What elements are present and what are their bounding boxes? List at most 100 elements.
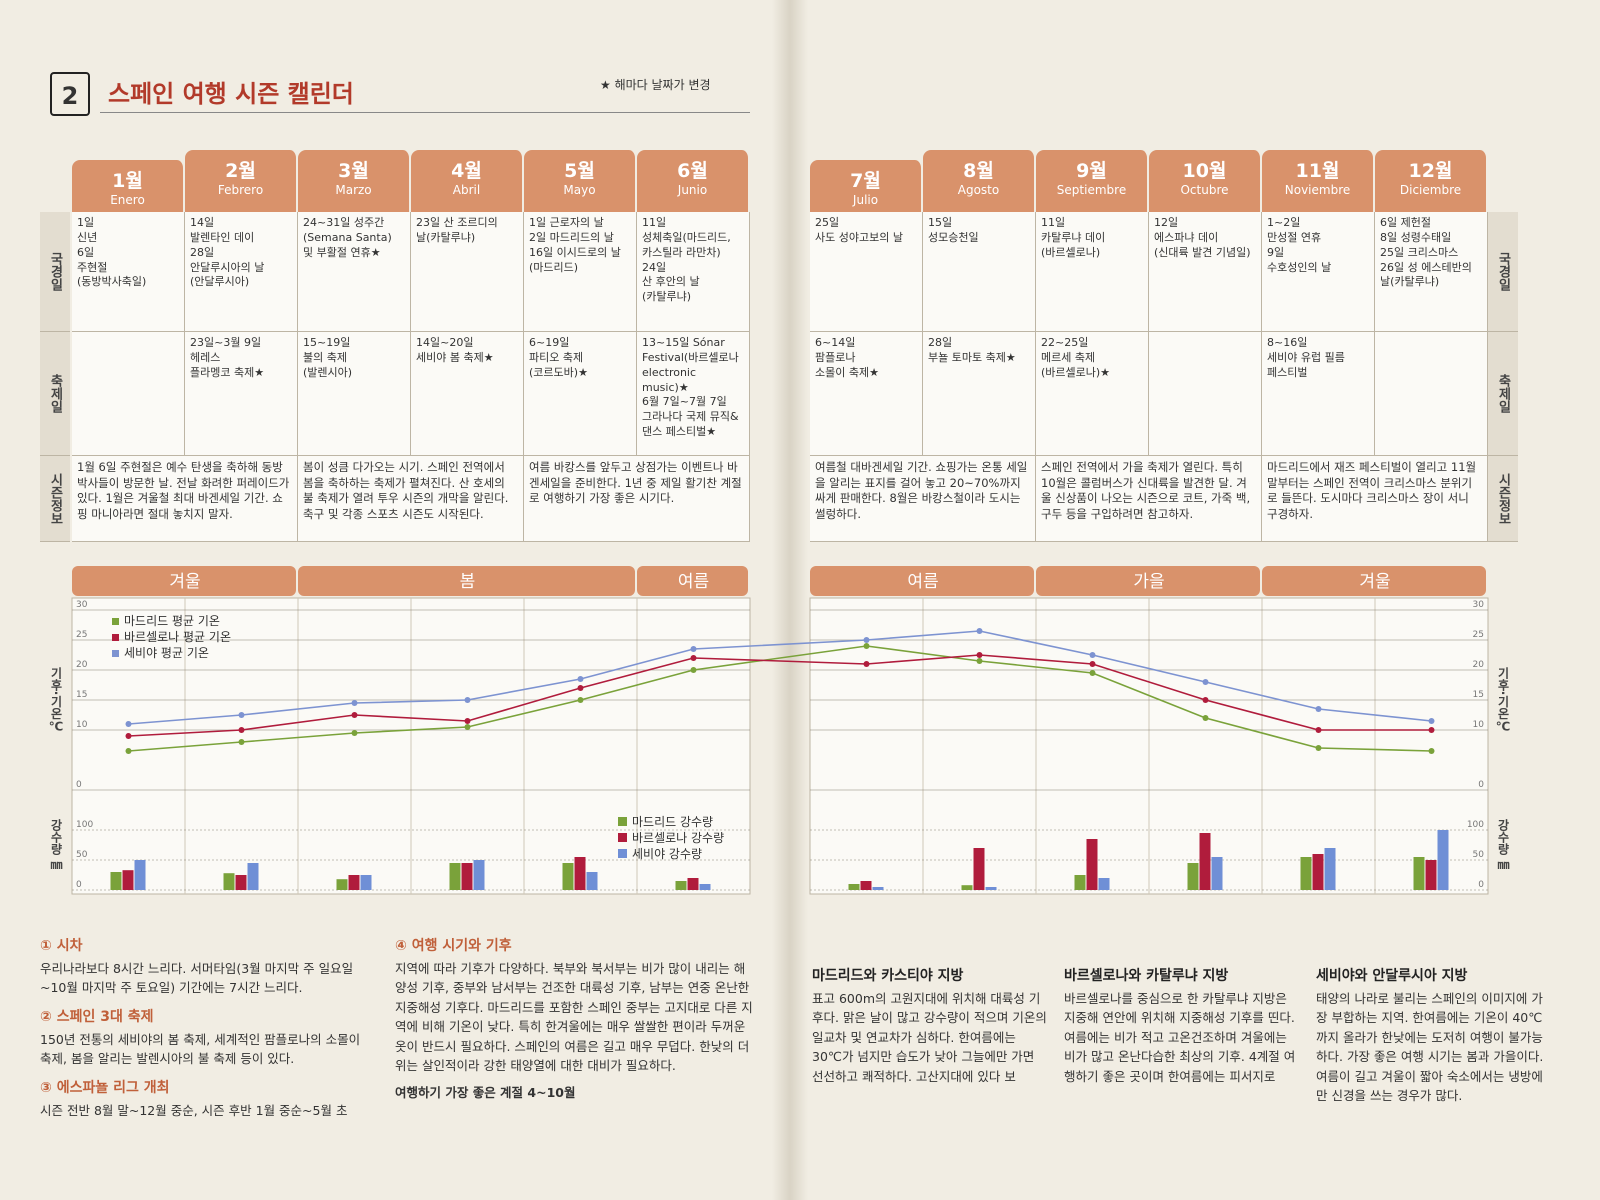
month-tab: 6월 Junio <box>637 150 750 212</box>
temp-point <box>351 712 358 718</box>
temp-point <box>464 718 471 724</box>
month-name: 12월 <box>1408 160 1453 182</box>
rain-bar <box>1211 857 1223 890</box>
festival-cell <box>72 332 185 456</box>
rain-bar <box>348 875 360 890</box>
note-heading: 바르셀로나와 카탈루냐 지방 <box>1064 968 1229 984</box>
y-tick-label: 10 <box>76 720 88 730</box>
festival-cell: 22~25일 메르세 축제 (바르셀로나)★ <box>1036 332 1149 456</box>
holiday-cell: 14일 발렌타인 데이 28일 안달루시아의 날 (안달루시아) <box>185 212 298 332</box>
month-tab: 3월 Marzo <box>298 150 411 212</box>
y-axis-title: 강수량 ㎜ <box>1496 818 1510 871</box>
month-name: 4월 <box>451 160 482 182</box>
temp-point <box>1428 718 1435 724</box>
holiday-cell: 6일 제헌절 8일 성령수태일 25일 크리스마스 26일 성 에스테반의 날(… <box>1375 212 1488 332</box>
month-spanish: Agosto <box>957 183 1000 197</box>
rain-bar <box>1324 848 1336 890</box>
holiday-cell: 24~31일 성주간 (Semana Santa) 및 부활절 연휴★ <box>298 212 411 332</box>
festival-cell: 15~19일 불의 축제 (발렌시아) <box>298 332 411 456</box>
y-tick-label: 20 <box>76 660 88 670</box>
temp-point <box>351 730 358 736</box>
month-name: 6월 <box>677 160 708 182</box>
temp-point <box>690 646 697 652</box>
month-spanish: Julio <box>852 193 879 207</box>
temp-point <box>1315 745 1322 751</box>
temp-point <box>577 697 584 703</box>
y-tick-label: 0 <box>1478 880 1484 890</box>
legend-swatch <box>112 618 119 625</box>
season-band <box>1036 566 1260 596</box>
rain-bar <box>1425 860 1437 890</box>
best-season: 여행하기 가장 좋은 계절 4~10월 <box>395 1085 576 1101</box>
date-note: ★ 해마다 날짜가 변경 <box>600 78 711 92</box>
y-tick-label: 30 <box>1473 600 1485 610</box>
season-band <box>810 566 1034 596</box>
festival-cell: 14일~20일 세비야 봄 축제★ <box>411 332 524 456</box>
note-heading: ③ 에스파뇰 리그 개최 <box>40 1079 170 1096</box>
y-tick-label: 50 <box>76 850 88 860</box>
festival-cell: 8~16일 세비야 유럽 필름 페스티벌 <box>1262 332 1375 456</box>
festival-cell: 28일 부뇰 토마토 축제★ <box>923 332 1036 456</box>
y-tick-label: 100 <box>76 820 93 830</box>
rain-bar <box>961 885 973 890</box>
row-label: 국경일 <box>40 212 70 332</box>
note-column: ④ 여행 시기와 기후 지역에 따라 기후가 다양하다. 북부와 북서부는 비가 … <box>395 935 755 1111</box>
season-info: 마드리드에서 재즈 페스티벌이 열리고 11월 말부터는 스페인 전역이 크리스… <box>1262 456 1488 542</box>
legend-label: 세비야 평균 기온 <box>124 646 209 660</box>
temp-point <box>976 628 983 634</box>
season-info: 여름철 대바겐세일 기간. 쇼핑가는 온통 세일을 알리는 표지를 걸어 놓고 … <box>810 456 1036 542</box>
month-tab: 7월 Julio <box>810 160 923 212</box>
note-heading: ① 시차 <box>40 938 83 954</box>
season-info: 스페인 전역에서 가을 축제가 열린다. 특히 10월은 콜럼버스가 신대륙을 … <box>1036 456 1262 542</box>
month-tab: 12월 Diciembre <box>1375 150 1488 212</box>
rain-bar <box>1074 875 1086 890</box>
row-label: 시즌정보 <box>1488 456 1518 542</box>
rain-bar <box>699 884 711 890</box>
temp-point <box>1428 748 1435 754</box>
rain-bar <box>1300 857 1312 890</box>
note-heading: 세비야와 안달루시아 지방 <box>1316 968 1468 984</box>
month-name: 8월 <box>963 160 994 182</box>
holiday-cell: 11일 카탈루냐 데이 (바르셀로나) <box>1036 212 1149 332</box>
temp-point <box>238 739 245 745</box>
month-name: 10월 <box>1182 160 1227 182</box>
rain-bar <box>1437 830 1449 890</box>
note-heading: 마드리드와 카스티야 지방 <box>812 968 964 984</box>
y-axis-title: 기후·기온℃ <box>49 665 63 733</box>
temp-line <box>128 645 1432 752</box>
temp-point <box>863 637 870 643</box>
month-name: 11월 <box>1295 160 1340 182</box>
temp-point <box>690 667 697 673</box>
rain-bar <box>1413 857 1425 890</box>
rain-bar <box>985 887 997 890</box>
month-spanish: Noviembre <box>1284 183 1351 197</box>
temp-point <box>863 643 870 649</box>
legend-label: 세비야 강수량 <box>632 847 702 861</box>
season-label: 가을 <box>1133 572 1164 592</box>
temp-point <box>351 700 358 706</box>
temp-point <box>976 652 983 658</box>
y-tick-label: 0 <box>76 880 82 890</box>
legend-swatch <box>112 634 119 641</box>
temp-point <box>464 697 471 703</box>
holiday-cell: 1일 신년 6일 주현절 (동방박사축일) <box>72 212 185 332</box>
temp-point <box>1202 715 1209 721</box>
month-spanish: Febrero <box>217 183 264 197</box>
legend-swatch <box>618 817 627 826</box>
month-tab: 2월 Febrero <box>185 150 298 212</box>
season-label: 겨울 <box>1359 572 1390 592</box>
rain-bar <box>235 875 247 890</box>
temp-point <box>577 685 584 691</box>
temp-point <box>125 721 132 727</box>
y-tick-label: 50 <box>1473 850 1485 860</box>
temp-point <box>1315 706 1322 712</box>
legend-swatch <box>618 849 627 858</box>
holiday-cell: 25일 사도 성야고보의 날 <box>810 212 923 332</box>
month-spanish: Marzo <box>335 183 372 197</box>
rain-bar <box>110 872 122 890</box>
rain-bar <box>223 873 235 890</box>
rain-bar <box>586 872 598 890</box>
season-label: 여름 <box>678 572 709 592</box>
note-body: 바르셀로나를 중심으로 한 카탈루냐 지방은 지중해 연안에 위치해 지중해성 … <box>1064 991 1296 1084</box>
